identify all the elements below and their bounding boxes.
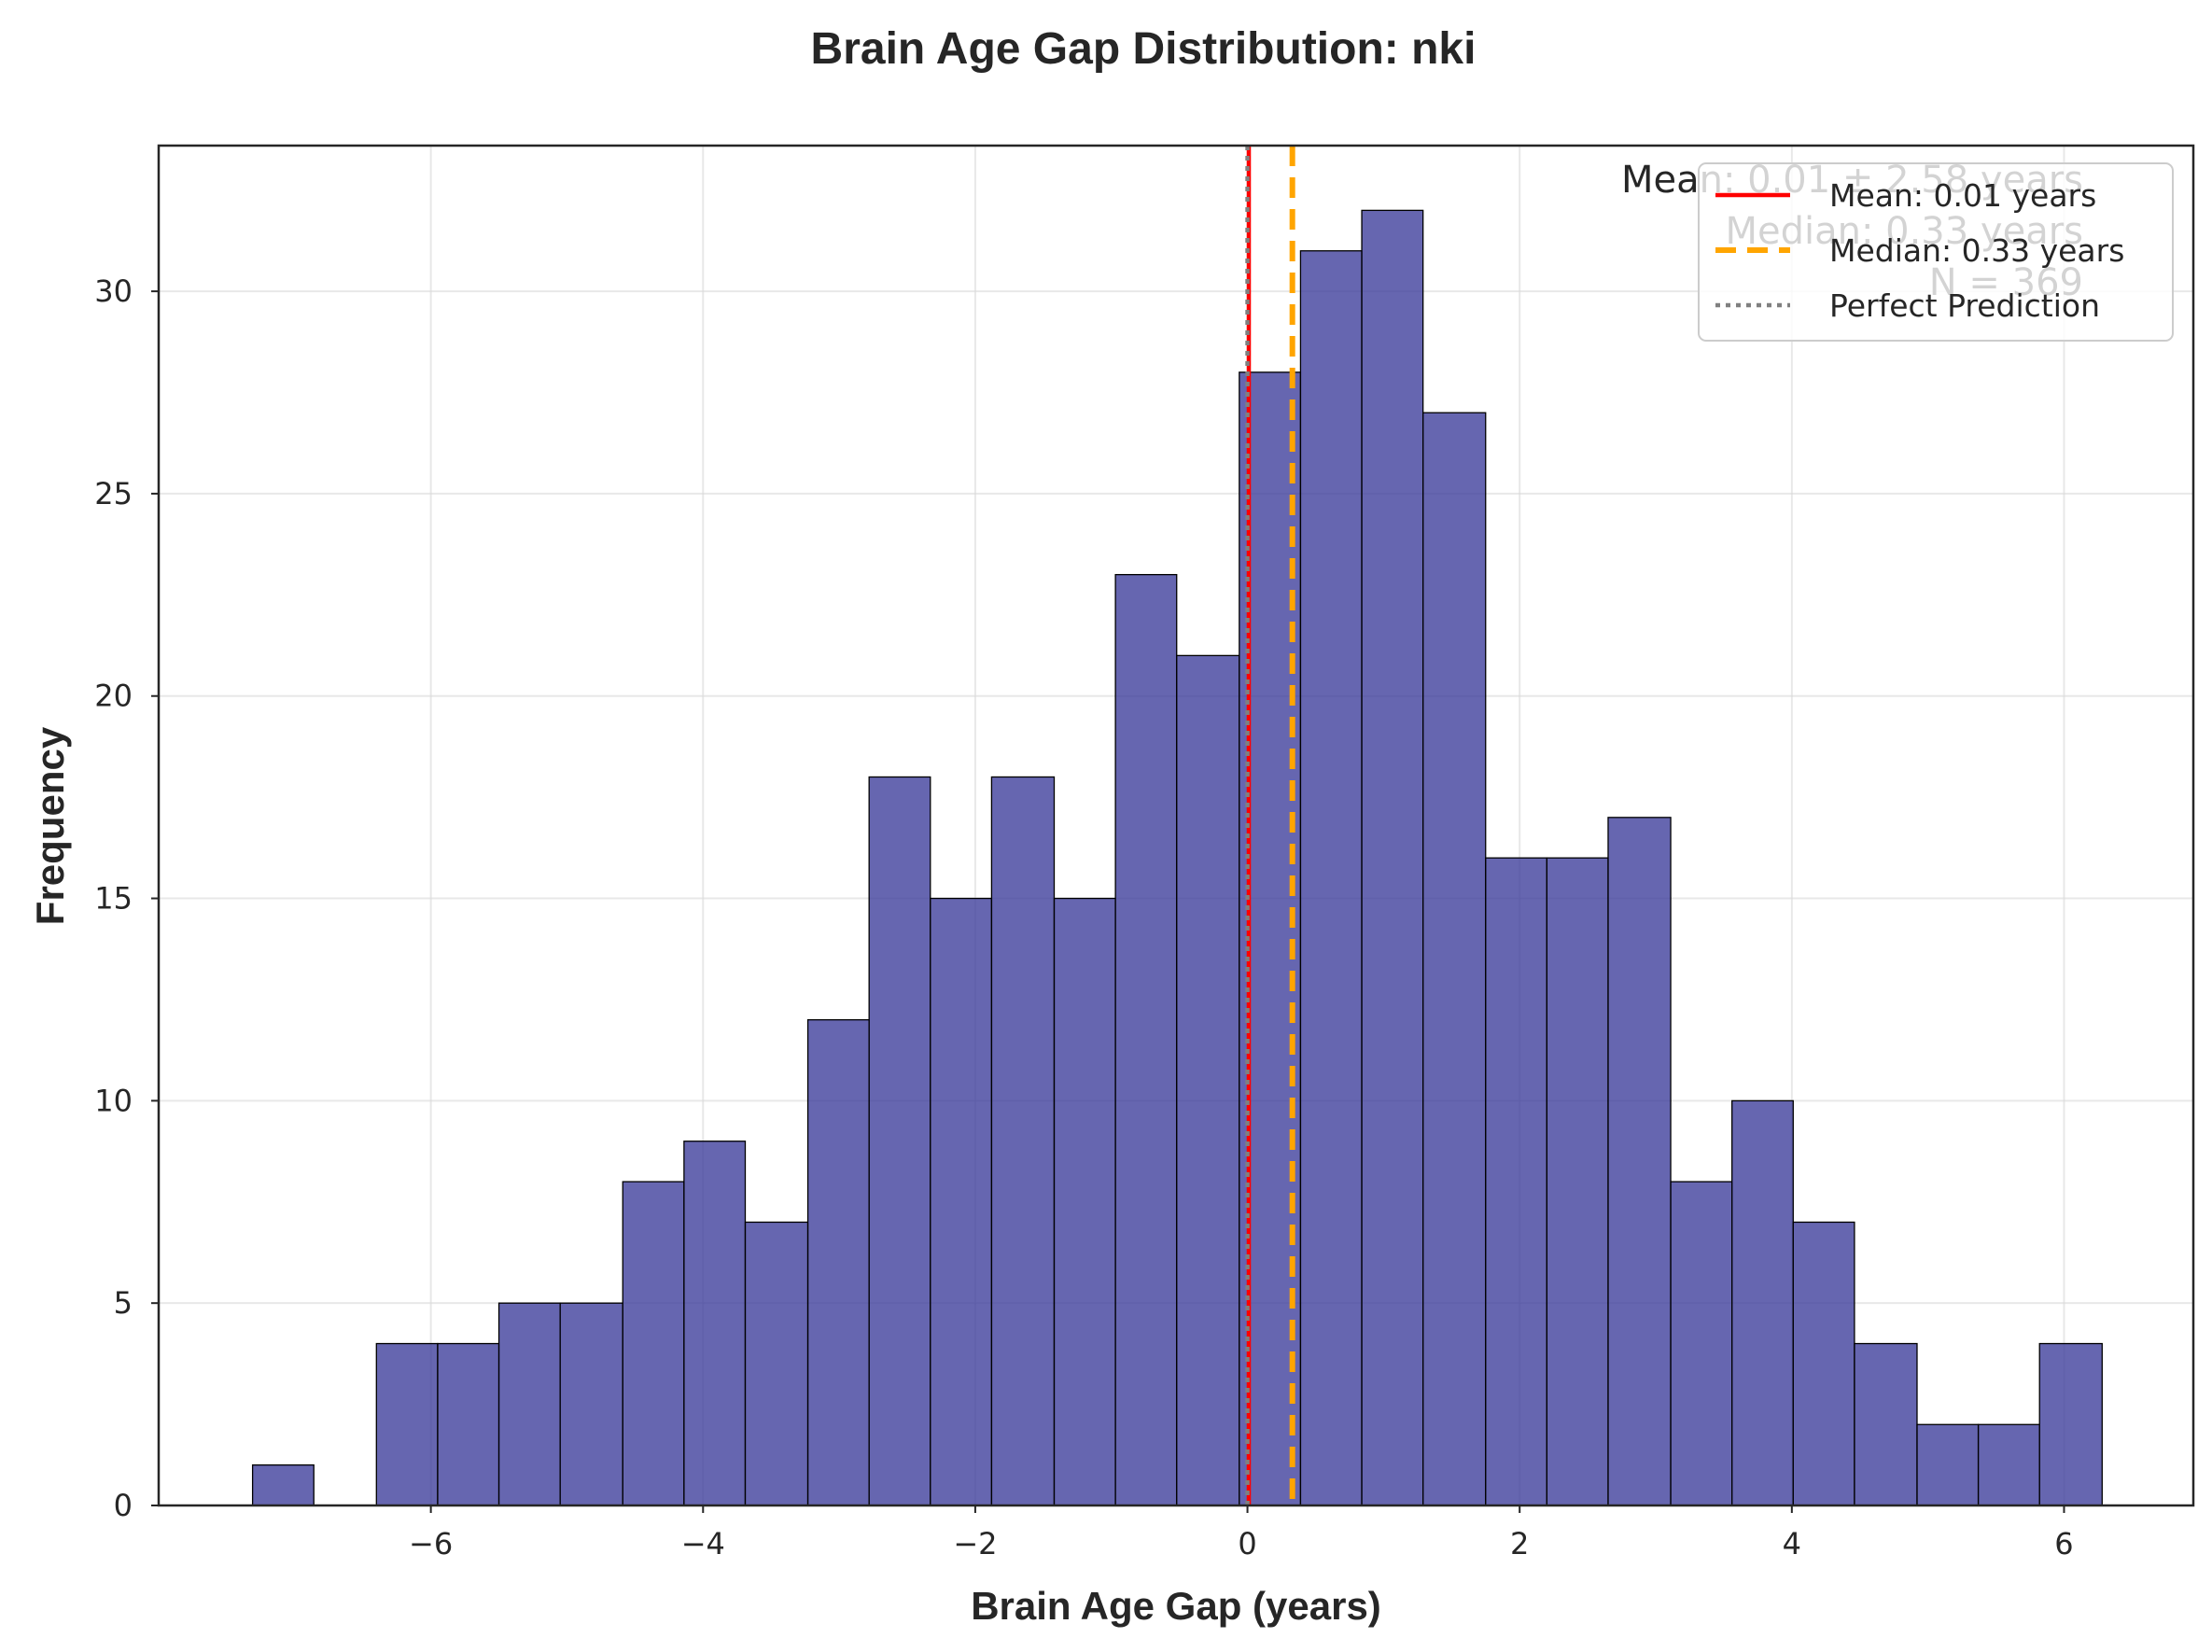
histogram-bar [1114, 573, 1178, 1506]
y-tick-label: 10 [94, 1083, 133, 1118]
x-tick-label: −4 [681, 1526, 725, 1561]
legend-label: Perfect Prediction [1829, 287, 2100, 324]
histogram-bar [683, 1141, 747, 1506]
x-tick-label: 4 [1783, 1526, 1801, 1561]
histogram-bar [251, 1463, 315, 1506]
histogram-bar [1854, 1342, 1918, 1506]
histogram-bar [1053, 897, 1116, 1506]
y-tick-label: 30 [94, 273, 133, 309]
histogram-bar [1607, 817, 1672, 1506]
histogram-bar [744, 1221, 809, 1506]
chart-title: Brain Age Gap Distribution: nki [811, 24, 1477, 74]
histogram-bar [1485, 857, 1548, 1506]
histogram-bar [1670, 1181, 1733, 1506]
reference-lines [1245, 146, 1295, 1505]
y-tick-label: 20 [94, 679, 133, 714]
histogram-bar [1546, 857, 1609, 1506]
x-tick-label: 0 [1238, 1526, 1256, 1561]
histogram-bar [990, 776, 1056, 1506]
histogram-bar [559, 1302, 623, 1506]
histogram-bar [1916, 1423, 1980, 1506]
x-axis-ticks: −6 −4 −2 0 2 4 6 [409, 1505, 2074, 1561]
x-axis-label: Brain Age Gap (years) [971, 1584, 1381, 1628]
y-axis-ticks: 0 5 10 15 20 25 30 [94, 273, 159, 1523]
plot-frame [157, 144, 2195, 1507]
histogram-bar [1299, 250, 1363, 1506]
legend-label: Median: 0.33 years [1829, 232, 2124, 269]
x-tick-label: 6 [2054, 1526, 2073, 1561]
y-tick-label: 0 [114, 1488, 133, 1523]
histogram-bar [622, 1181, 685, 1506]
histogram-bar [375, 1342, 439, 1506]
histogram-bars [251, 209, 2103, 1506]
y-axis-label: Frequency [28, 726, 72, 925]
histogram-bar [1731, 1099, 1794, 1506]
x-tick-label: 2 [1510, 1526, 1529, 1561]
histogram-bar [1977, 1423, 2040, 1506]
histogram-bar [868, 776, 931, 1506]
y-tick-label: 25 [94, 476, 133, 511]
histogram-bar [1176, 654, 1240, 1506]
histogram-bar [1792, 1221, 1855, 1506]
histogram-bar [1422, 412, 1487, 1506]
y-tick-label: 15 [94, 881, 133, 917]
legend: Mean: 0.01 years Median: 0.33 years Perfec… [1698, 162, 2174, 342]
y-tick-label: 5 [114, 1285, 133, 1321]
histogram-bar [437, 1342, 500, 1506]
histogram-bar [806, 1018, 870, 1506]
histogram-bar [930, 897, 993, 1506]
legend-box [1698, 162, 2174, 342]
legend-label: Mean: 0.01 years [1829, 177, 2096, 214]
x-tick-label: −6 [409, 1526, 453, 1561]
x-tick-label: −2 [953, 1526, 997, 1561]
histogram-bar [497, 1302, 561, 1506]
histogram-bar [1361, 209, 1424, 1506]
histogram-bar [2038, 1342, 2103, 1506]
